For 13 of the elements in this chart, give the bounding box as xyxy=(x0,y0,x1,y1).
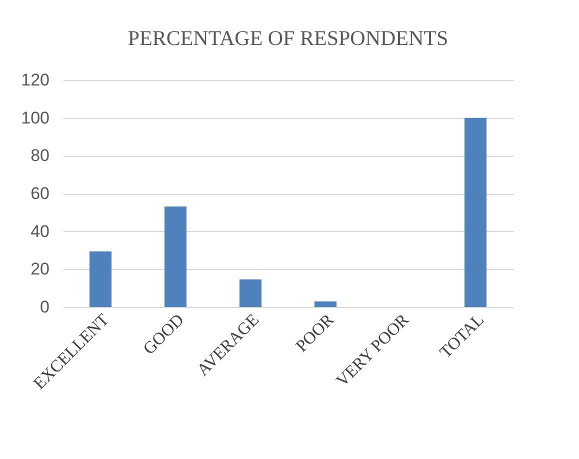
y-tick-label: 120 xyxy=(21,70,50,90)
y-tick-label: 80 xyxy=(30,146,50,166)
y-tick-label: 20 xyxy=(30,260,50,279)
y-tick-label: 60 xyxy=(30,184,50,203)
bar xyxy=(314,301,336,307)
bar xyxy=(90,251,112,307)
bar xyxy=(464,118,486,307)
y-tick-label: 0 xyxy=(40,298,50,316)
chart-title: PERCENTAGE OF RESPONDENTS xyxy=(128,26,448,50)
y-tick-label: 100 xyxy=(21,108,50,128)
bar xyxy=(164,206,186,307)
bar xyxy=(240,279,262,307)
y-tick-label: 40 xyxy=(30,222,50,241)
